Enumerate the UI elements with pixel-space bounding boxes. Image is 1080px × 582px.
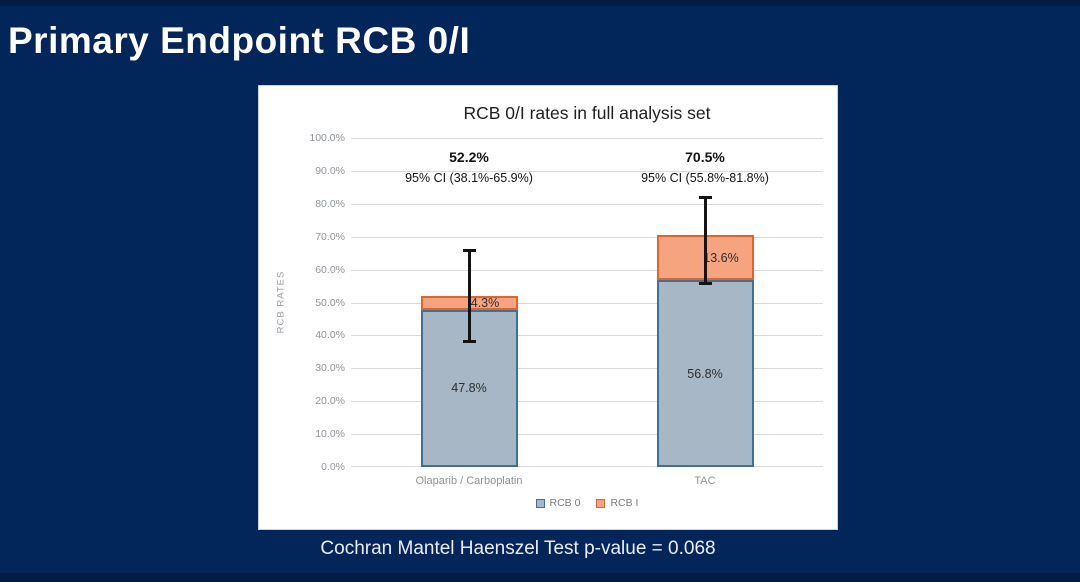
error-bar-cap <box>698 196 712 200</box>
category-label: Olaparib / Carboplatin <box>415 475 523 487</box>
legend-swatch <box>596 498 606 508</box>
total-rate-label: 52.2% <box>449 149 489 165</box>
legend-item: RCB 0 <box>535 497 581 509</box>
category-label: TAC <box>694 475 716 487</box>
chart-panel: RCB 0/I rates in full analysis set RCB R… <box>258 85 838 530</box>
y-tick-label: 90.0% <box>315 164 345 177</box>
error-bar-cap <box>698 281 712 285</box>
gridline <box>351 466 823 467</box>
gridline <box>351 434 823 436</box>
gridline <box>351 368 823 370</box>
gridline <box>351 170 823 172</box>
y-tick-label: 10.0% <box>315 428 345 441</box>
gridline <box>351 401 823 403</box>
p-value-note: Cochran Mantel Haenszel Test p-value = 0… <box>320 538 716 559</box>
error-bar <box>467 250 471 342</box>
error-bar-cap <box>462 248 476 252</box>
chart-title: RCB 0/I rates in full analysis set <box>463 103 711 123</box>
y-tick-label: 60.0% <box>315 263 345 276</box>
confidence-interval-label: 95% CI (38.1%-65.9%) <box>405 171 533 185</box>
legend-item: RCB I <box>596 497 638 509</box>
gridline <box>351 335 823 337</box>
data-label: 56.8% <box>687 366 723 381</box>
data-label: 4.3% <box>470 295 500 310</box>
y-tick-label: 70.0% <box>315 230 345 243</box>
y-tick-label: 0.0% <box>321 461 345 473</box>
y-tick-label: 30.0% <box>315 362 345 375</box>
y-tick-label: 100.0% <box>309 132 345 144</box>
bar-segment-rcb-0 <box>656 280 754 467</box>
gridline <box>351 302 823 304</box>
gridline <box>351 138 823 139</box>
confidence-interval-label: 95% CI (55.8%-81.8%) <box>641 171 769 185</box>
bottom-edge-strip <box>0 573 1080 582</box>
gridline <box>351 269 823 271</box>
legend-swatch <box>535 498 545 508</box>
gridline <box>351 203 823 205</box>
top-edge-strip <box>0 0 1080 6</box>
legend-label: RCB 0 <box>549 497 581 509</box>
error-bar <box>703 197 707 284</box>
y-tick-label: 40.0% <box>315 329 345 342</box>
legend-label: RCB I <box>610 497 639 509</box>
data-label: 13.6% <box>703 250 739 265</box>
slide-title: Primary Endpoint RCB 0/I <box>8 20 471 61</box>
y-tick-label: 80.0% <box>315 197 345 210</box>
chart-legend: RCB 0 RCB I <box>351 497 823 509</box>
plot-area: 47.8% 4.3% 56.8% 13.6% 52.2% 95% CI (38.1%-65… <box>351 138 823 487</box>
y-tick-label: 20.0% <box>315 395 345 408</box>
data-label: 47.8% <box>451 381 487 396</box>
gridline <box>351 236 823 238</box>
y-tick-label: 50.0% <box>315 296 345 309</box>
error-bar-cap <box>462 340 476 344</box>
total-rate-label: 70.5% <box>685 149 725 165</box>
